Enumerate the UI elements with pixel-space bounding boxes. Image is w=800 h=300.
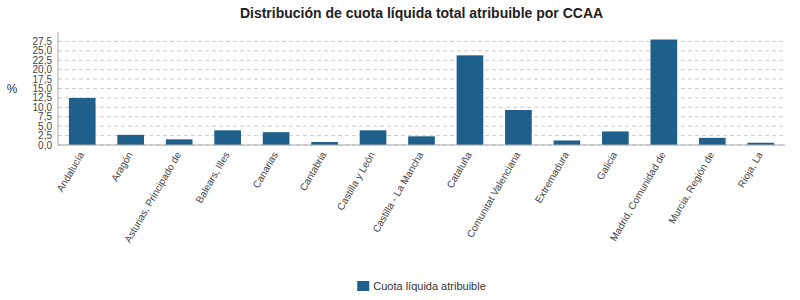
y-tick-label: 2,5 <box>38 130 52 141</box>
bar <box>117 135 144 145</box>
x-tick-label: Madrid, Comunidad de <box>608 149 668 242</box>
x-axis-line <box>58 145 785 146</box>
x-tick-label: Comunitat Valenciana <box>464 149 522 239</box>
y-tick-label: 15,0 <box>33 83 53 94</box>
y-tick-label: 17,5 <box>33 74 53 85</box>
bar <box>651 40 678 145</box>
grid-line <box>58 145 785 146</box>
bar <box>408 136 435 145</box>
bar <box>263 132 290 145</box>
x-tick-label: Canarias <box>251 150 281 190</box>
bar <box>69 98 96 145</box>
y-axis-line <box>58 32 59 145</box>
x-tick-label: Murcia, Región de <box>666 149 716 225</box>
bar <box>360 130 387 145</box>
x-tick-label: Galicia <box>595 149 620 181</box>
bar <box>166 139 193 145</box>
legend-swatch <box>357 281 369 291</box>
x-tick-label: Balears, Illes <box>194 150 232 205</box>
x-tick-label: Rioja, La <box>736 149 765 189</box>
bar <box>602 131 629 145</box>
x-tick-label: Aragón <box>109 150 135 183</box>
bar <box>699 138 726 145</box>
y-tick-label: 10,0 <box>33 102 53 113</box>
y-axis-label: % <box>7 82 18 96</box>
y-tick-label: 25,0 <box>33 45 53 56</box>
y-tick-label: 22,5 <box>33 55 53 66</box>
x-tick-label: Andalucía <box>54 149 86 193</box>
bars <box>69 40 774 145</box>
bar <box>457 55 484 145</box>
legend-label: Cuota líquida atribuible <box>373 280 486 292</box>
x-tick-label: Castilla - La Mancha <box>370 149 425 234</box>
y-tick-label: 0,0 <box>38 140 52 151</box>
y-tick-label: 27,5 <box>33 36 53 47</box>
x-tick-label: Cantabria <box>297 149 328 192</box>
bar <box>214 130 241 145</box>
x-tick-label: Asturias, Principado de <box>122 149 183 244</box>
y-tick-label: 5,0 <box>38 121 52 132</box>
bar <box>505 110 532 145</box>
chart: Distribución de cuota líquida total atri… <box>0 0 800 300</box>
title: Distribución de cuota líquida total atri… <box>240 5 603 21</box>
x-tick-label: Extremadura <box>533 149 571 204</box>
bar <box>554 140 581 145</box>
y-tick-label: 20,0 <box>33 64 53 75</box>
x-tick-label: Cataluña <box>444 149 474 190</box>
y-tick-label: 7,5 <box>38 111 52 122</box>
legend: Cuota líquida atribuible <box>357 280 486 292</box>
y-tick-label: 12,5 <box>33 92 53 103</box>
x-tick-label: Castilla y León <box>335 150 377 212</box>
